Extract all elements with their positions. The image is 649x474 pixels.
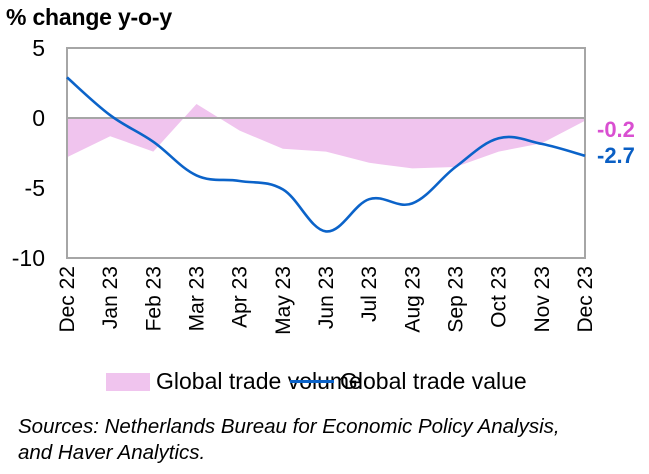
y-tick-label: -10 bbox=[12, 245, 45, 271]
legend-label-value: Global trade value bbox=[340, 368, 527, 394]
source-line-2: and Haver Analytics. bbox=[18, 441, 206, 464]
y-axis: 5 0 -5 -10 bbox=[12, 35, 45, 271]
x-tick-label: Jul 23 bbox=[358, 266, 381, 322]
y-tick-label: 0 bbox=[32, 105, 45, 131]
x-tick-label: Apr 23 bbox=[229, 266, 252, 328]
x-tick-label: Dec 22 bbox=[56, 266, 79, 333]
legend-item-value: Global trade value bbox=[290, 368, 527, 395]
x-tick-label: Jan 23 bbox=[99, 266, 122, 329]
x-tick-label: Nov 23 bbox=[531, 266, 554, 333]
area-global-trade-volume bbox=[67, 104, 585, 169]
x-tick-label: Oct 23 bbox=[488, 266, 511, 328]
x-axis: Dec 22 Jan 23 Feb 23 Mar 23 Apr 23 May 23 Jun … bbox=[56, 266, 597, 335]
end-label-value: -2.7 bbox=[597, 143, 635, 168]
legend-swatch-volume bbox=[106, 372, 150, 391]
x-tick-label: Feb 23 bbox=[142, 266, 165, 331]
chart-title: % change y-o-y bbox=[6, 4, 172, 30]
line-global-trade-value bbox=[66, 76, 586, 233]
source-line-1: Sources: Netherlands Bureau for Economic… bbox=[18, 415, 560, 438]
source-note: Sources: Netherlands Bureau for Economic… bbox=[18, 414, 648, 466]
x-tick-label: Mar 23 bbox=[186, 266, 209, 331]
x-tick-label: Jun 23 bbox=[315, 266, 338, 329]
end-labels: -0.2-2.7 bbox=[597, 117, 635, 168]
y-tick-label: -5 bbox=[25, 175, 45, 201]
plot-area bbox=[66, 47, 586, 259]
legend-swatch-value bbox=[290, 380, 334, 383]
x-tick-label: Dec 23 bbox=[574, 266, 597, 333]
x-tick-label: May 23 bbox=[272, 266, 295, 335]
legend: Global trade volume Global trade value bbox=[0, 368, 649, 404]
plot-frame bbox=[66, 47, 586, 259]
end-label-volume: -0.2 bbox=[597, 117, 635, 142]
x-tick-label: Aug 23 bbox=[401, 266, 424, 333]
x-tick-label: Sep 23 bbox=[445, 266, 468, 333]
y-tick-label: 5 bbox=[32, 35, 45, 61]
